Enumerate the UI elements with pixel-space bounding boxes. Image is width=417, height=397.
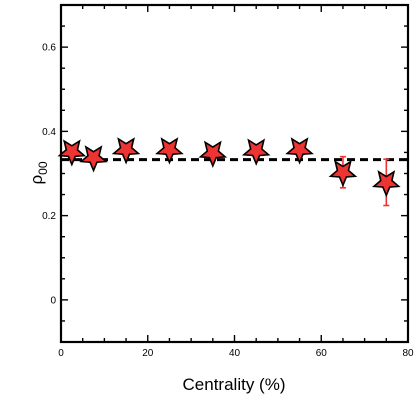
data-point-star [57, 139, 87, 167]
data-point-star [79, 145, 108, 173]
data-point-star [285, 137, 314, 165]
y-axis-label-sub: 00 [36, 161, 50, 175]
plot-frame [59, 3, 410, 344]
y-tick-label: 0 [50, 295, 56, 306]
y-axis-label-main: ρ [27, 175, 46, 185]
data-point-star [198, 140, 228, 168]
data-point-star [155, 137, 184, 165]
y-tick-label: 0.2 [42, 211, 56, 222]
x-axis-label: Centrality (%) [183, 375, 286, 394]
data-point-star [111, 137, 141, 165]
data-point-star [371, 170, 401, 198]
x-tick-label: 20 [142, 348, 154, 359]
axis-ticks: 0 20 40 60 80 0 0.2 0.4 0.6 [42, 4, 414, 359]
y-tick-label: 0.4 [42, 127, 56, 138]
x-tick-label: 0 [58, 348, 64, 359]
x-tick-label: 40 [229, 348, 241, 359]
y-axis-label: ρ00 [27, 161, 50, 184]
data-point-star [328, 160, 358, 188]
data-point-star [241, 138, 271, 166]
y-tick-label: 0.6 [42, 43, 56, 54]
x-tick-label: 60 [316, 348, 328, 359]
data-points [57, 137, 401, 207]
x-tick-label: 80 [402, 348, 414, 359]
